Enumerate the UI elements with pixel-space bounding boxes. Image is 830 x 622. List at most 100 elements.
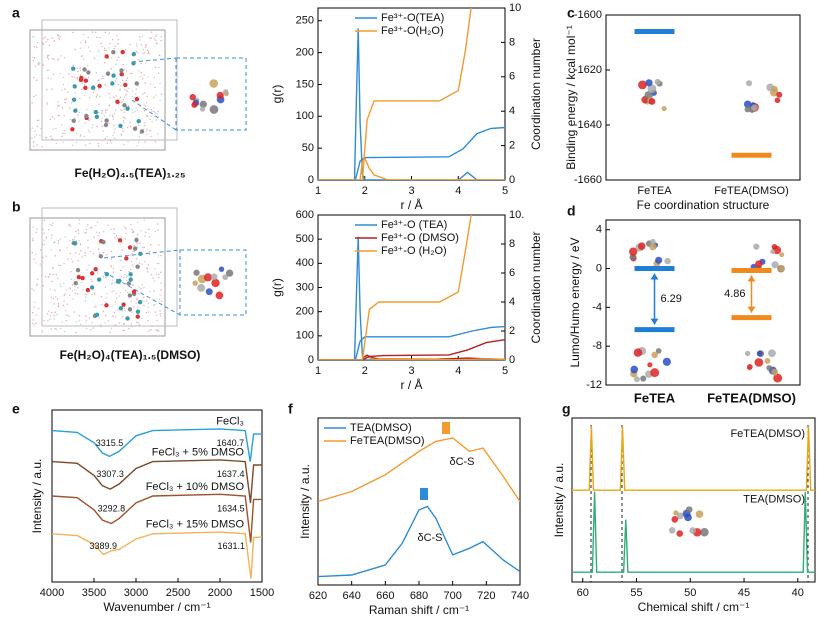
- atom: [638, 242, 646, 250]
- particle: [148, 51, 150, 53]
- atom: [651, 351, 658, 359]
- atom: [82, 67, 87, 72]
- x-tick-label: 1: [315, 365, 321, 377]
- particle: [146, 108, 149, 110]
- particle: [61, 135, 64, 137]
- particle: [128, 327, 130, 330]
- particle: [41, 281, 43, 283]
- atom: [119, 68, 124, 73]
- particle: [99, 36, 101, 39]
- particle: [143, 286, 145, 289]
- particle: [159, 294, 161, 296]
- y2-tick-label: 8: [509, 238, 515, 250]
- particle: [150, 329, 152, 331]
- peak-marker: [420, 488, 428, 500]
- particle: [157, 223, 159, 225]
- particle: [130, 223, 132, 226]
- particle: [65, 309, 67, 312]
- atom: [633, 348, 643, 357]
- atom: [71, 66, 76, 71]
- particle: [80, 249, 82, 252]
- particle: [151, 325, 153, 327]
- particle: [36, 125, 39, 128]
- particle: [104, 322, 106, 324]
- particle: [62, 76, 65, 79]
- particle: [136, 103, 139, 105]
- particle: [85, 296, 87, 298]
- particle: [99, 324, 102, 326]
- atom: [655, 256, 663, 264]
- y2-tick-label: 8: [509, 36, 515, 48]
- particle: [81, 88, 83, 91]
- particle: [108, 104, 110, 106]
- particle: [87, 76, 90, 79]
- particle: [63, 129, 66, 132]
- particle: [98, 252, 100, 254]
- particle: [135, 43, 138, 45]
- particle: [85, 320, 88, 322]
- atom: [104, 118, 109, 123]
- atom: [747, 364, 753, 370]
- particle: [153, 76, 155, 79]
- atom: [222, 274, 229, 281]
- particle: [63, 294, 65, 297]
- particle: [40, 249, 42, 251]
- particle: [92, 252, 95, 255]
- particle: [118, 322, 121, 324]
- particle: [121, 79, 124, 82]
- series-label: FeCl₃ + 15% DMSO: [146, 519, 245, 531]
- x-tick-label: FeTEA: [637, 185, 672, 197]
- particle: [51, 224, 53, 226]
- x-tick-label: 5: [502, 365, 508, 377]
- particle: [98, 317, 100, 319]
- particle: [52, 267, 54, 270]
- particle: [78, 219, 81, 221]
- particle: [121, 127, 124, 130]
- particle: [55, 328, 57, 330]
- particle: [121, 310, 123, 312]
- particle: [150, 37, 152, 40]
- particle: [62, 304, 65, 306]
- particle: [40, 128, 42, 130]
- particle: [37, 63, 39, 65]
- particle: [96, 272, 99, 274]
- atom: [86, 70, 91, 75]
- atom: [119, 71, 124, 77]
- particle: [98, 50, 100, 52]
- particle: [98, 232, 100, 234]
- particle: [150, 274, 153, 276]
- atom: [71, 118, 76, 124]
- x-tick-label: 4: [455, 185, 461, 197]
- y-tick-label: 0: [308, 174, 314, 186]
- atom: [94, 312, 100, 317]
- x-tick-label: 3500: [82, 587, 106, 599]
- particle: [154, 141, 157, 143]
- atom: [75, 267, 81, 273]
- atom: [751, 104, 758, 112]
- particle: [106, 142, 109, 144]
- particle: [157, 133, 159, 135]
- particle: [84, 300, 86, 302]
- atom: [768, 349, 776, 358]
- atom: [89, 271, 95, 276]
- particle: [75, 230, 77, 232]
- particle: [35, 94, 38, 97]
- particle: [113, 131, 115, 134]
- particle: [110, 258, 113, 260]
- y2-tick-label: 10: [509, 2, 521, 14]
- particle: [114, 128, 116, 130]
- particle: [111, 291, 113, 293]
- particle: [85, 41, 87, 44]
- particle: [153, 290, 155, 292]
- particle: [82, 33, 85, 36]
- particle: [77, 287, 79, 289]
- particle: [64, 236, 66, 238]
- particle: [158, 54, 161, 56]
- particle: [139, 39, 142, 41]
- particle: [121, 242, 123, 244]
- particle: [122, 99, 125, 101]
- gap-label: 4.86: [724, 288, 745, 300]
- particle: [101, 125, 104, 127]
- particle: [46, 88, 48, 91]
- particle: [98, 103, 100, 106]
